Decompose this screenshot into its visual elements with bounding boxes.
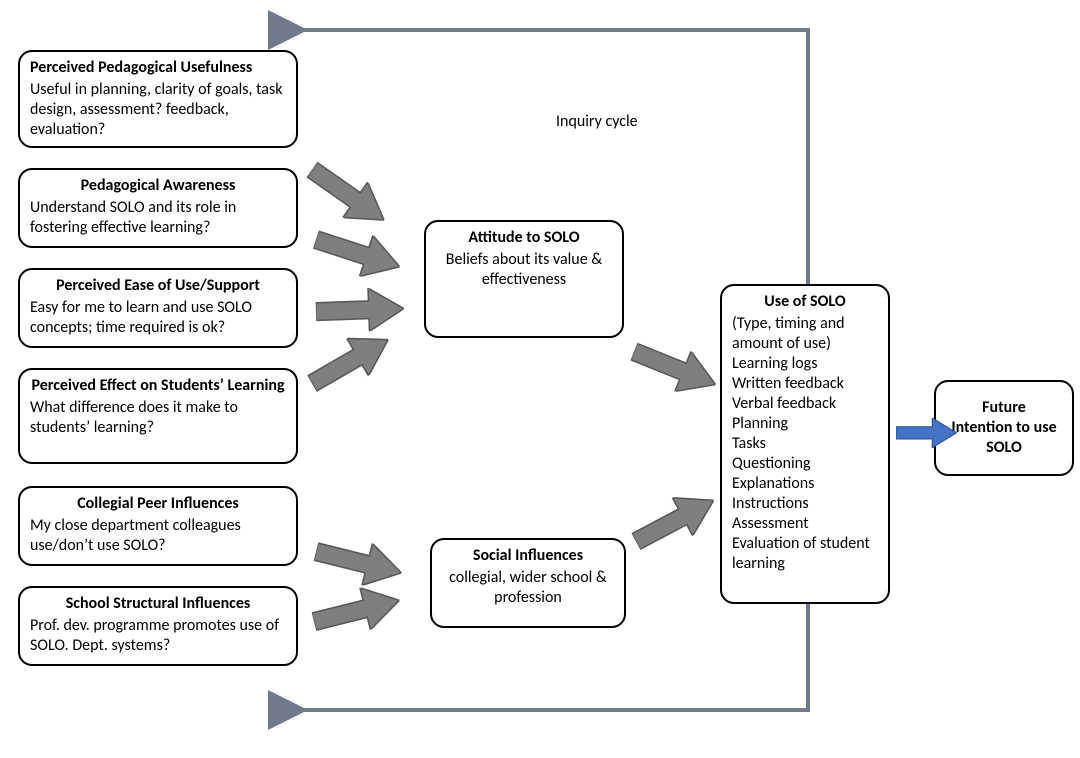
arrow-a_n1	[300, 152, 397, 238]
node-body: Easy for me to learn and use SOLO concep…	[30, 298, 286, 338]
arrow-a_n6	[309, 579, 405, 642]
node-title: Perceived Pedagogical Usefulness	[30, 58, 286, 78]
use-body-line: (Type, timing and amount of use)	[732, 314, 878, 354]
node-body: Beliefs about its value & effectiveness	[436, 250, 612, 290]
node-title: Pedagogical Awareness	[30, 176, 286, 196]
arrow-a_n2	[309, 219, 406, 287]
use-body-line: Tasks	[732, 434, 878, 454]
use-body-line: Assessment	[732, 514, 878, 534]
inquiry-cycle-label: Inquiry cycle	[556, 112, 638, 131]
arrow-a_n3	[315, 287, 404, 333]
node-pedagogical-awareness: Pedagogical Awareness Understand SOLO an…	[18, 168, 298, 248]
use-body-line: Questioning	[732, 454, 878, 474]
node-title: Collegial Peer Influences	[30, 494, 286, 514]
node-title: Perceived Ease of Use/Support	[30, 276, 286, 296]
node-body: (Type, timing and amount of use)Learning…	[732, 314, 878, 574]
node-perceived-pedagogical-usefulness: Perceived Pedagogical Usefulness Useful …	[18, 50, 298, 148]
node-title: Perceived Effect on Students’ Learning	[30, 376, 286, 396]
use-body-line: Explanations	[732, 474, 878, 494]
node-collegial-peer-influences: Collegial Peer Influences My close depar…	[18, 486, 298, 566]
node-body: Useful in planning, clarity of goals, ta…	[30, 80, 286, 140]
node-body: collegial, wider school & profession	[442, 568, 614, 608]
use-body-line: Verbal feedback	[732, 394, 878, 414]
node-body: Prof. dev. programme promotes use of SOL…	[30, 616, 286, 656]
node-title: Use of SOLO	[732, 292, 878, 312]
node-perceived-effect-students-learning: Perceived Effect on Students’ Learning W…	[18, 368, 298, 464]
arrow-a_soc_use	[626, 481, 724, 560]
node-title: Social Influences	[442, 546, 614, 566]
node-body: Understand SOLO and its role in fosterin…	[30, 198, 286, 238]
use-body-line: Planning	[732, 414, 878, 434]
use-body-line: Instructions	[732, 494, 878, 514]
use-body-line: Evaluation of student learning	[732, 534, 878, 574]
node-title: Attitude to SOLO	[436, 228, 612, 248]
use-body-line: Written feedback	[732, 374, 878, 394]
node-body: My close department colleagues use/don’t…	[30, 516, 286, 556]
node-school-structural-influences: School Structural Influences Prof. dev. …	[18, 586, 298, 666]
node-title: FutureIntention to useSOLO	[951, 398, 1056, 458]
node-body: What difference does it make to students…	[30, 398, 286, 438]
future-title-line: Future	[951, 398, 1056, 418]
future-title-line: Intention to use	[951, 418, 1056, 438]
arrow-a_att_use	[626, 332, 724, 405]
node-attitude-to-solo: Attitude to SOLO Beliefs about its value…	[424, 220, 624, 338]
node-title: School Structural Influences	[30, 594, 286, 614]
arrow-a_use_future	[896, 418, 957, 448]
use-body-line: Learning logs	[732, 354, 878, 374]
node-social-influences: Social Influences collegial, wider schoo…	[430, 538, 626, 628]
future-title-line: SOLO	[951, 438, 1056, 458]
node-perceived-ease-of-use: Perceived Ease of Use/Support Easy for m…	[18, 268, 298, 348]
node-use-of-solo: Use of SOLO (Type, timing and amount of …	[720, 284, 890, 604]
